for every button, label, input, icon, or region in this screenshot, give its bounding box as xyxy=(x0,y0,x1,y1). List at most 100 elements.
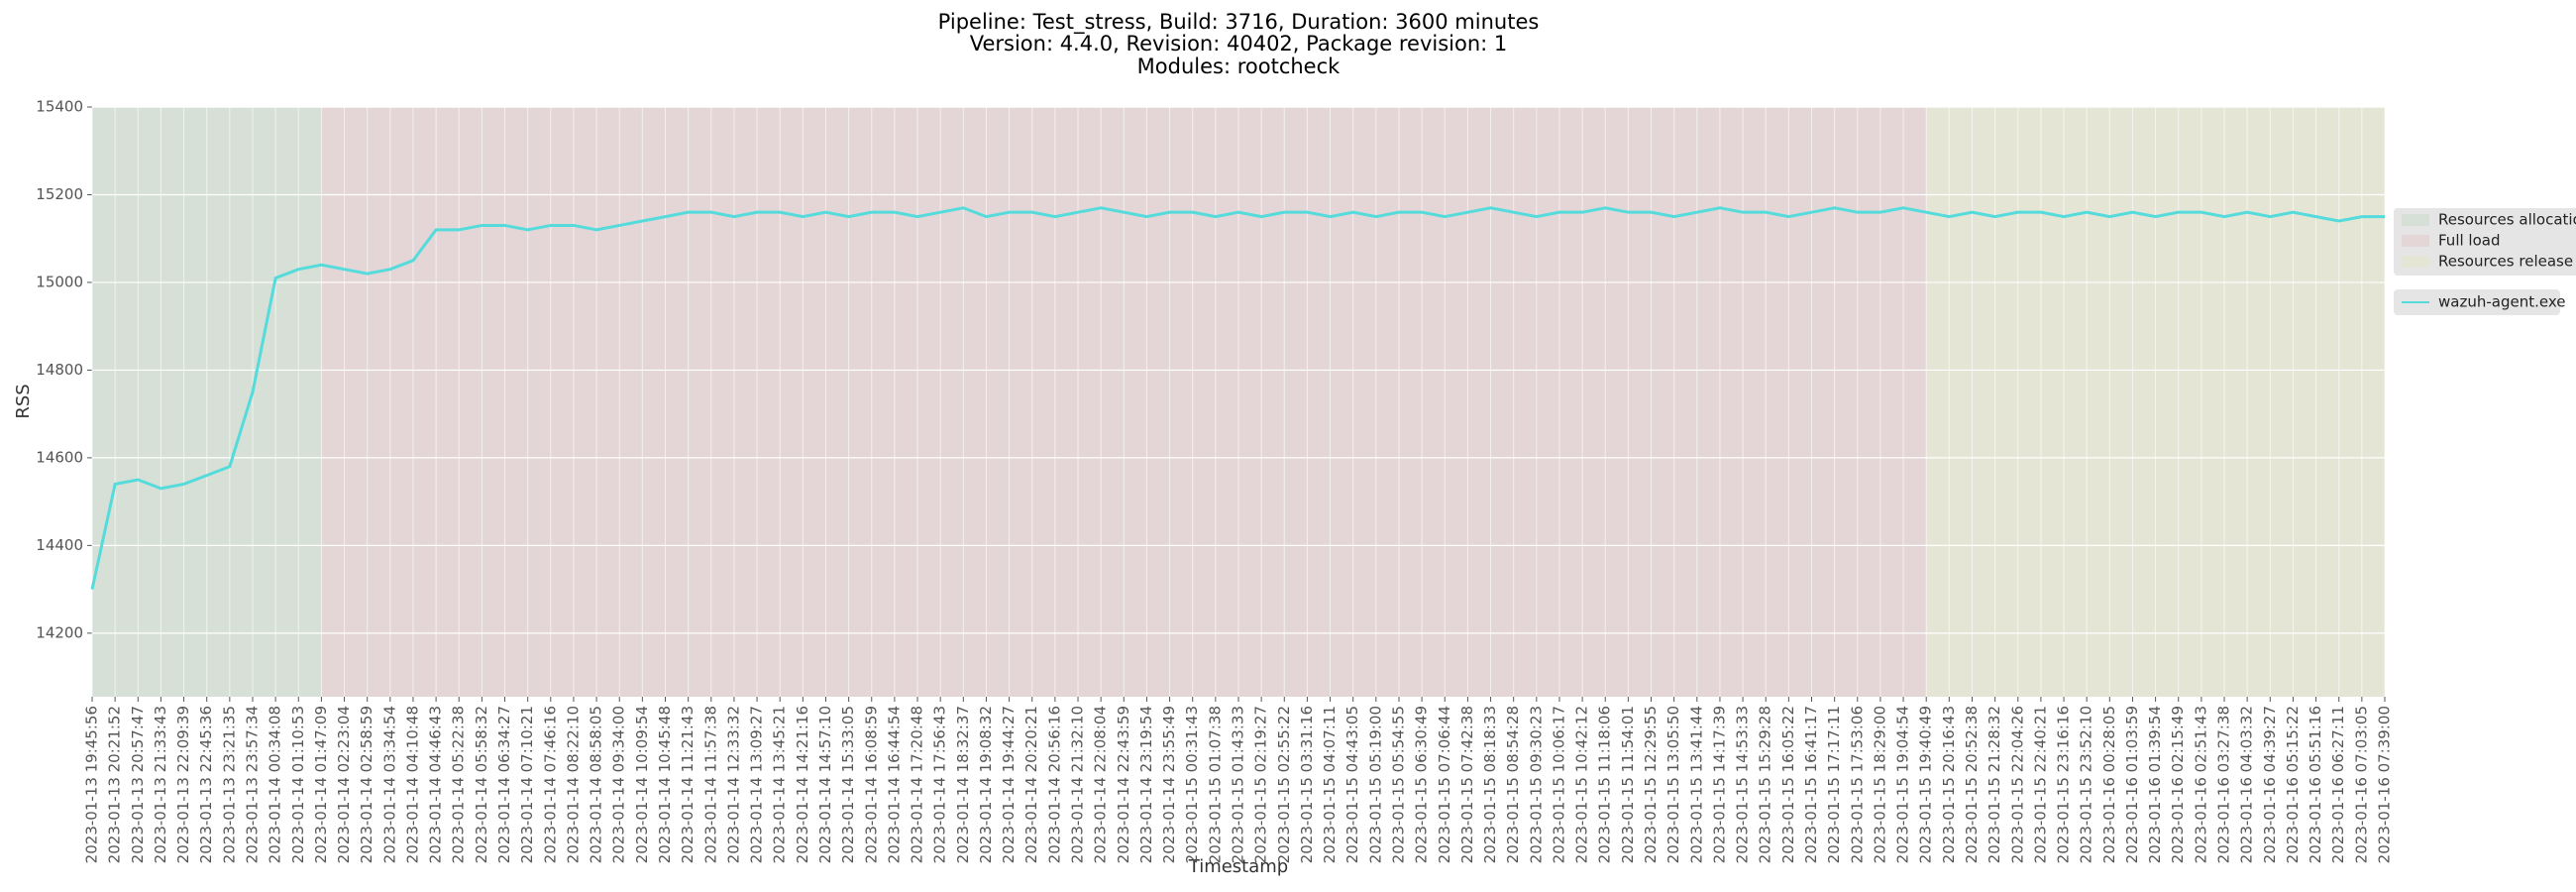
y-axis-label: RSS xyxy=(13,384,34,418)
x-tick-label: 2023-01-15 03:31:16 xyxy=(1298,706,1316,863)
x-tick-label: 2023-01-14 17:20:48 xyxy=(909,706,926,863)
x-tick-label: 2023-01-15 01:43:33 xyxy=(1230,706,1247,863)
line xyxy=(90,206,2385,590)
x-tick-label: 2023-01-15 19:40:49 xyxy=(1917,706,1935,863)
x-tick-label: 2023-01-14 02:23:04 xyxy=(335,706,353,863)
x-tick-label: 2023-01-16 02:51:43 xyxy=(2192,706,2209,863)
x-tick-label: 2023-01-15 15:29:28 xyxy=(1757,706,1774,863)
x-tick-label: 2023-01-15 04:07:11 xyxy=(1321,706,1339,863)
x-tick-label: 2023-01-13 22:45:36 xyxy=(197,706,215,863)
x-tick-label: 2023-01-15 23:16:16 xyxy=(2055,706,2073,863)
legend-label: Resources allocation xyxy=(2438,211,2576,229)
x-tick-label: 2023-01-15 14:17:39 xyxy=(1710,706,1728,863)
y-tick-label: 15000 xyxy=(36,273,83,290)
x-tick-label: 2023-01-15 08:18:33 xyxy=(1481,706,1499,863)
x-tick-label: 2023-01-15 22:40:21 xyxy=(2031,706,2049,863)
x-tick-label: 2023-01-14 22:43:59 xyxy=(1115,706,1132,863)
x-tick-label: 2023-01-15 02:55:22 xyxy=(1275,706,1293,863)
x-tick-label: 2023-01-15 23:52:10 xyxy=(2078,706,2095,863)
x-tick-label: 2023-01-15 20:52:38 xyxy=(1963,706,1981,863)
legend-box xyxy=(2394,289,2560,315)
y-tick-label: 14200 xyxy=(36,623,83,641)
x-tick-label: 2023-01-14 15:33:05 xyxy=(839,706,857,863)
x-tick-label: 2023-01-14 02:58:59 xyxy=(358,706,376,863)
x-tick-label: 2023-01-14 08:22:10 xyxy=(564,706,582,863)
x-tick-label: 2023-01-14 20:56:16 xyxy=(1045,706,1063,863)
x-tick-label: 2023-01-16 07:39:00 xyxy=(2376,706,2394,863)
x-tick-label: 2023-01-14 05:58:32 xyxy=(473,706,490,863)
x-tick-label: 2023-01-14 01:47:09 xyxy=(312,706,330,863)
chart-subtitle: Version: 4.4.0, Revision: 40402, Package… xyxy=(970,32,1508,56)
x-tick-label: 2023-01-14 01:10:53 xyxy=(289,706,307,863)
x-tick-label: 2023-01-16 05:51:16 xyxy=(2307,706,2324,863)
x-tick-label: 2023-01-15 18:29:00 xyxy=(1871,706,1888,863)
x-tick-label: 2023-01-15 16:41:17 xyxy=(1802,706,1820,863)
x-tick-label: 2023-01-15 10:06:17 xyxy=(1550,706,1567,863)
x-tick-label: 2023-01-14 16:44:54 xyxy=(885,706,903,863)
x-tick-label: 2023-01-14 18:32:37 xyxy=(954,706,972,863)
x-tick-label: 2023-01-14 11:21:43 xyxy=(679,706,697,863)
x-tick-label: 2023-01-15 06:30:49 xyxy=(1413,706,1431,863)
y-tick-label: 14800 xyxy=(36,361,83,379)
x-tick-label: 2023-01-14 13:45:21 xyxy=(771,706,789,863)
y-tick-label: 14600 xyxy=(36,448,83,466)
legend-swatch xyxy=(2402,214,2429,226)
x-tick-label: 2023-01-16 03:27:38 xyxy=(2215,706,2233,863)
x-tick-label: 2023-01-15 20:16:43 xyxy=(1940,706,1958,863)
x-tick-label: 2023-01-15 04:43:05 xyxy=(1343,706,1361,863)
x-tick-label: 2023-01-15 08:54:28 xyxy=(1504,706,1522,863)
x-tick-label: 2023-01-16 04:03:32 xyxy=(2238,706,2256,863)
chart-title: Pipeline: Test_stress, Build: 3716, Dura… xyxy=(938,10,1540,35)
x-tick-label: 2023-01-14 10:09:54 xyxy=(633,706,651,863)
legend-box xyxy=(2394,208,2576,276)
x-tick-label: 2023-01-15 02:19:27 xyxy=(1252,706,1270,863)
x-tick-label: 2023-01-14 04:10:48 xyxy=(403,706,421,863)
x-tick-label: 2023-01-13 23:57:34 xyxy=(243,706,261,863)
x-tick-label: 2023-01-14 07:10:21 xyxy=(518,706,536,863)
x-tick-label: 2023-01-14 22:08:04 xyxy=(1092,706,1110,863)
x-tick-label: 2023-01-13 23:21:35 xyxy=(220,706,238,863)
x-tick-label: 2023-01-16 05:15:22 xyxy=(2284,706,2302,863)
x-tick-label: 2023-01-15 22:04:26 xyxy=(2008,706,2026,863)
x-tick-label: 2023-01-14 08:58:05 xyxy=(588,706,605,863)
x-tick-label: 2023-01-14 12:33:32 xyxy=(724,706,742,863)
x-tick-label: 2023-01-16 00:28:05 xyxy=(2100,706,2118,863)
x-tick-label: 2023-01-15 09:30:23 xyxy=(1527,706,1545,863)
x-tick-label: 2023-01-15 14:53:33 xyxy=(1734,706,1752,863)
x-tick-label: 2023-01-15 07:06:44 xyxy=(1436,706,1453,863)
x-tick-label: 2023-01-14 23:19:54 xyxy=(1137,706,1155,863)
legend-swatch xyxy=(2402,256,2429,268)
x-tick-label: 2023-01-14 17:56:43 xyxy=(931,706,949,863)
x-tick-label: 2023-01-15 00:31:43 xyxy=(1183,706,1201,863)
x-tick-label: 2023-01-14 07:46:16 xyxy=(541,706,559,863)
x-tick-label: 2023-01-16 04:39:27 xyxy=(2261,706,2279,863)
legend-label: Resources release xyxy=(2438,253,2573,271)
x-tick-label: 2023-01-16 02:15:49 xyxy=(2169,706,2187,863)
x-tick-label: 2023-01-15 13:05:50 xyxy=(1664,706,1682,863)
x-tick-label: 2023-01-14 10:45:48 xyxy=(656,706,674,863)
x-tick-label: 2023-01-14 11:57:38 xyxy=(701,706,719,863)
x-tick-label: 2023-01-13 20:21:52 xyxy=(106,706,124,863)
x-tick-label: 2023-01-15 10:42:12 xyxy=(1573,706,1591,863)
x-tick-label: 2023-01-14 09:34:00 xyxy=(610,706,628,863)
x-tick-label: 2023-01-15 01:07:38 xyxy=(1206,706,1224,863)
x-tick-label: 2023-01-15 19:04:54 xyxy=(1894,706,1912,863)
x-tick-label: 2023-01-15 17:17:11 xyxy=(1825,706,1843,863)
y-tick-label: 15400 xyxy=(36,98,83,116)
y-tick-label: 15200 xyxy=(36,185,83,203)
x-tick-label: 2023-01-15 17:53:06 xyxy=(1848,706,1866,863)
x-tick-label: 2023-01-15 16:05:22 xyxy=(1779,706,1797,863)
x-tick-label: 2023-01-14 05:22:38 xyxy=(450,706,468,863)
x-tick-label: 2023-01-16 06:27:11 xyxy=(2329,706,2347,863)
x-tick-label: 2023-01-13 19:45:56 xyxy=(83,706,101,863)
x-tick-label: 2023-01-15 12:29:55 xyxy=(1642,706,1660,863)
x-tick-label: 2023-01-14 16:08:59 xyxy=(862,706,880,863)
x-tick-label: 2023-01-14 14:21:16 xyxy=(794,706,811,863)
x-tick-label: 2023-01-15 05:54:55 xyxy=(1389,706,1407,863)
x-axis-label: Timestamp xyxy=(1188,856,1288,877)
x-tick-label: 2023-01-14 13:09:27 xyxy=(748,706,766,863)
x-tick-label: 2023-01-14 14:57:10 xyxy=(816,706,834,863)
x-tick-label: 2023-01-13 22:09:39 xyxy=(174,706,192,863)
x-tick-label: 2023-01-13 21:33:43 xyxy=(152,706,169,863)
